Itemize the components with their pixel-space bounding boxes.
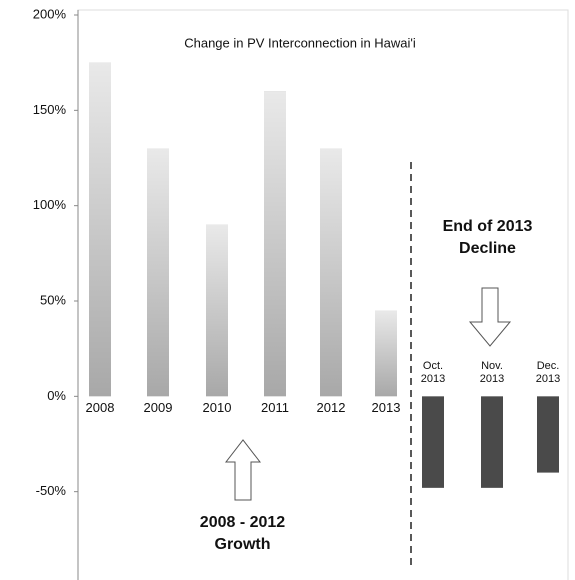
x-tick-label: 2010 bbox=[203, 400, 232, 415]
x-tick-label: 2013 bbox=[372, 400, 401, 415]
down-arrow bbox=[468, 287, 512, 347]
x-tick-label: 2008 bbox=[86, 400, 115, 415]
bar-shade bbox=[89, 62, 111, 397]
bar bbox=[481, 396, 503, 488]
chart-title: Change in PV Interconnection in Hawai'i bbox=[184, 35, 416, 50]
x-tick-label: Oct. 2013 bbox=[420, 360, 446, 386]
x-tick-label-box: Dec. 2013 bbox=[535, 360, 561, 386]
y-tick-label: 200% bbox=[33, 6, 67, 21]
x-tick-label-box: Oct. 2013 bbox=[420, 360, 446, 386]
bar-shade bbox=[264, 91, 286, 397]
x-tick-label: 2012 bbox=[317, 400, 346, 415]
x-tick-label-box: Nov. 2013 bbox=[479, 360, 505, 386]
x-tick-label: 2009 bbox=[144, 400, 173, 415]
bar-shade bbox=[375, 310, 397, 397]
y-tick-label: -100% bbox=[28, 578, 66, 580]
annotation: End of 2013 Decline bbox=[442, 218, 533, 257]
up-arrow bbox=[224, 439, 262, 501]
bar bbox=[537, 396, 559, 473]
bar-shade bbox=[320, 148, 342, 397]
annotation: 2008 - 2012 Growth bbox=[199, 514, 286, 553]
x-tick-label: Dec. 2013 bbox=[535, 360, 561, 386]
y-tick-label: 100% bbox=[33, 197, 67, 212]
bar-shade bbox=[206, 224, 228, 397]
bar-shade bbox=[147, 148, 169, 397]
y-tick-label: 50% bbox=[40, 292, 66, 307]
x-tick-label: Nov. 2013 bbox=[479, 360, 505, 386]
y-tick-label: -50% bbox=[36, 483, 67, 498]
y-tick-label: 0% bbox=[47, 388, 66, 403]
x-tick-label: 2011 bbox=[261, 400, 289, 415]
bar bbox=[422, 396, 444, 488]
y-tick-label: 150% bbox=[33, 102, 67, 117]
